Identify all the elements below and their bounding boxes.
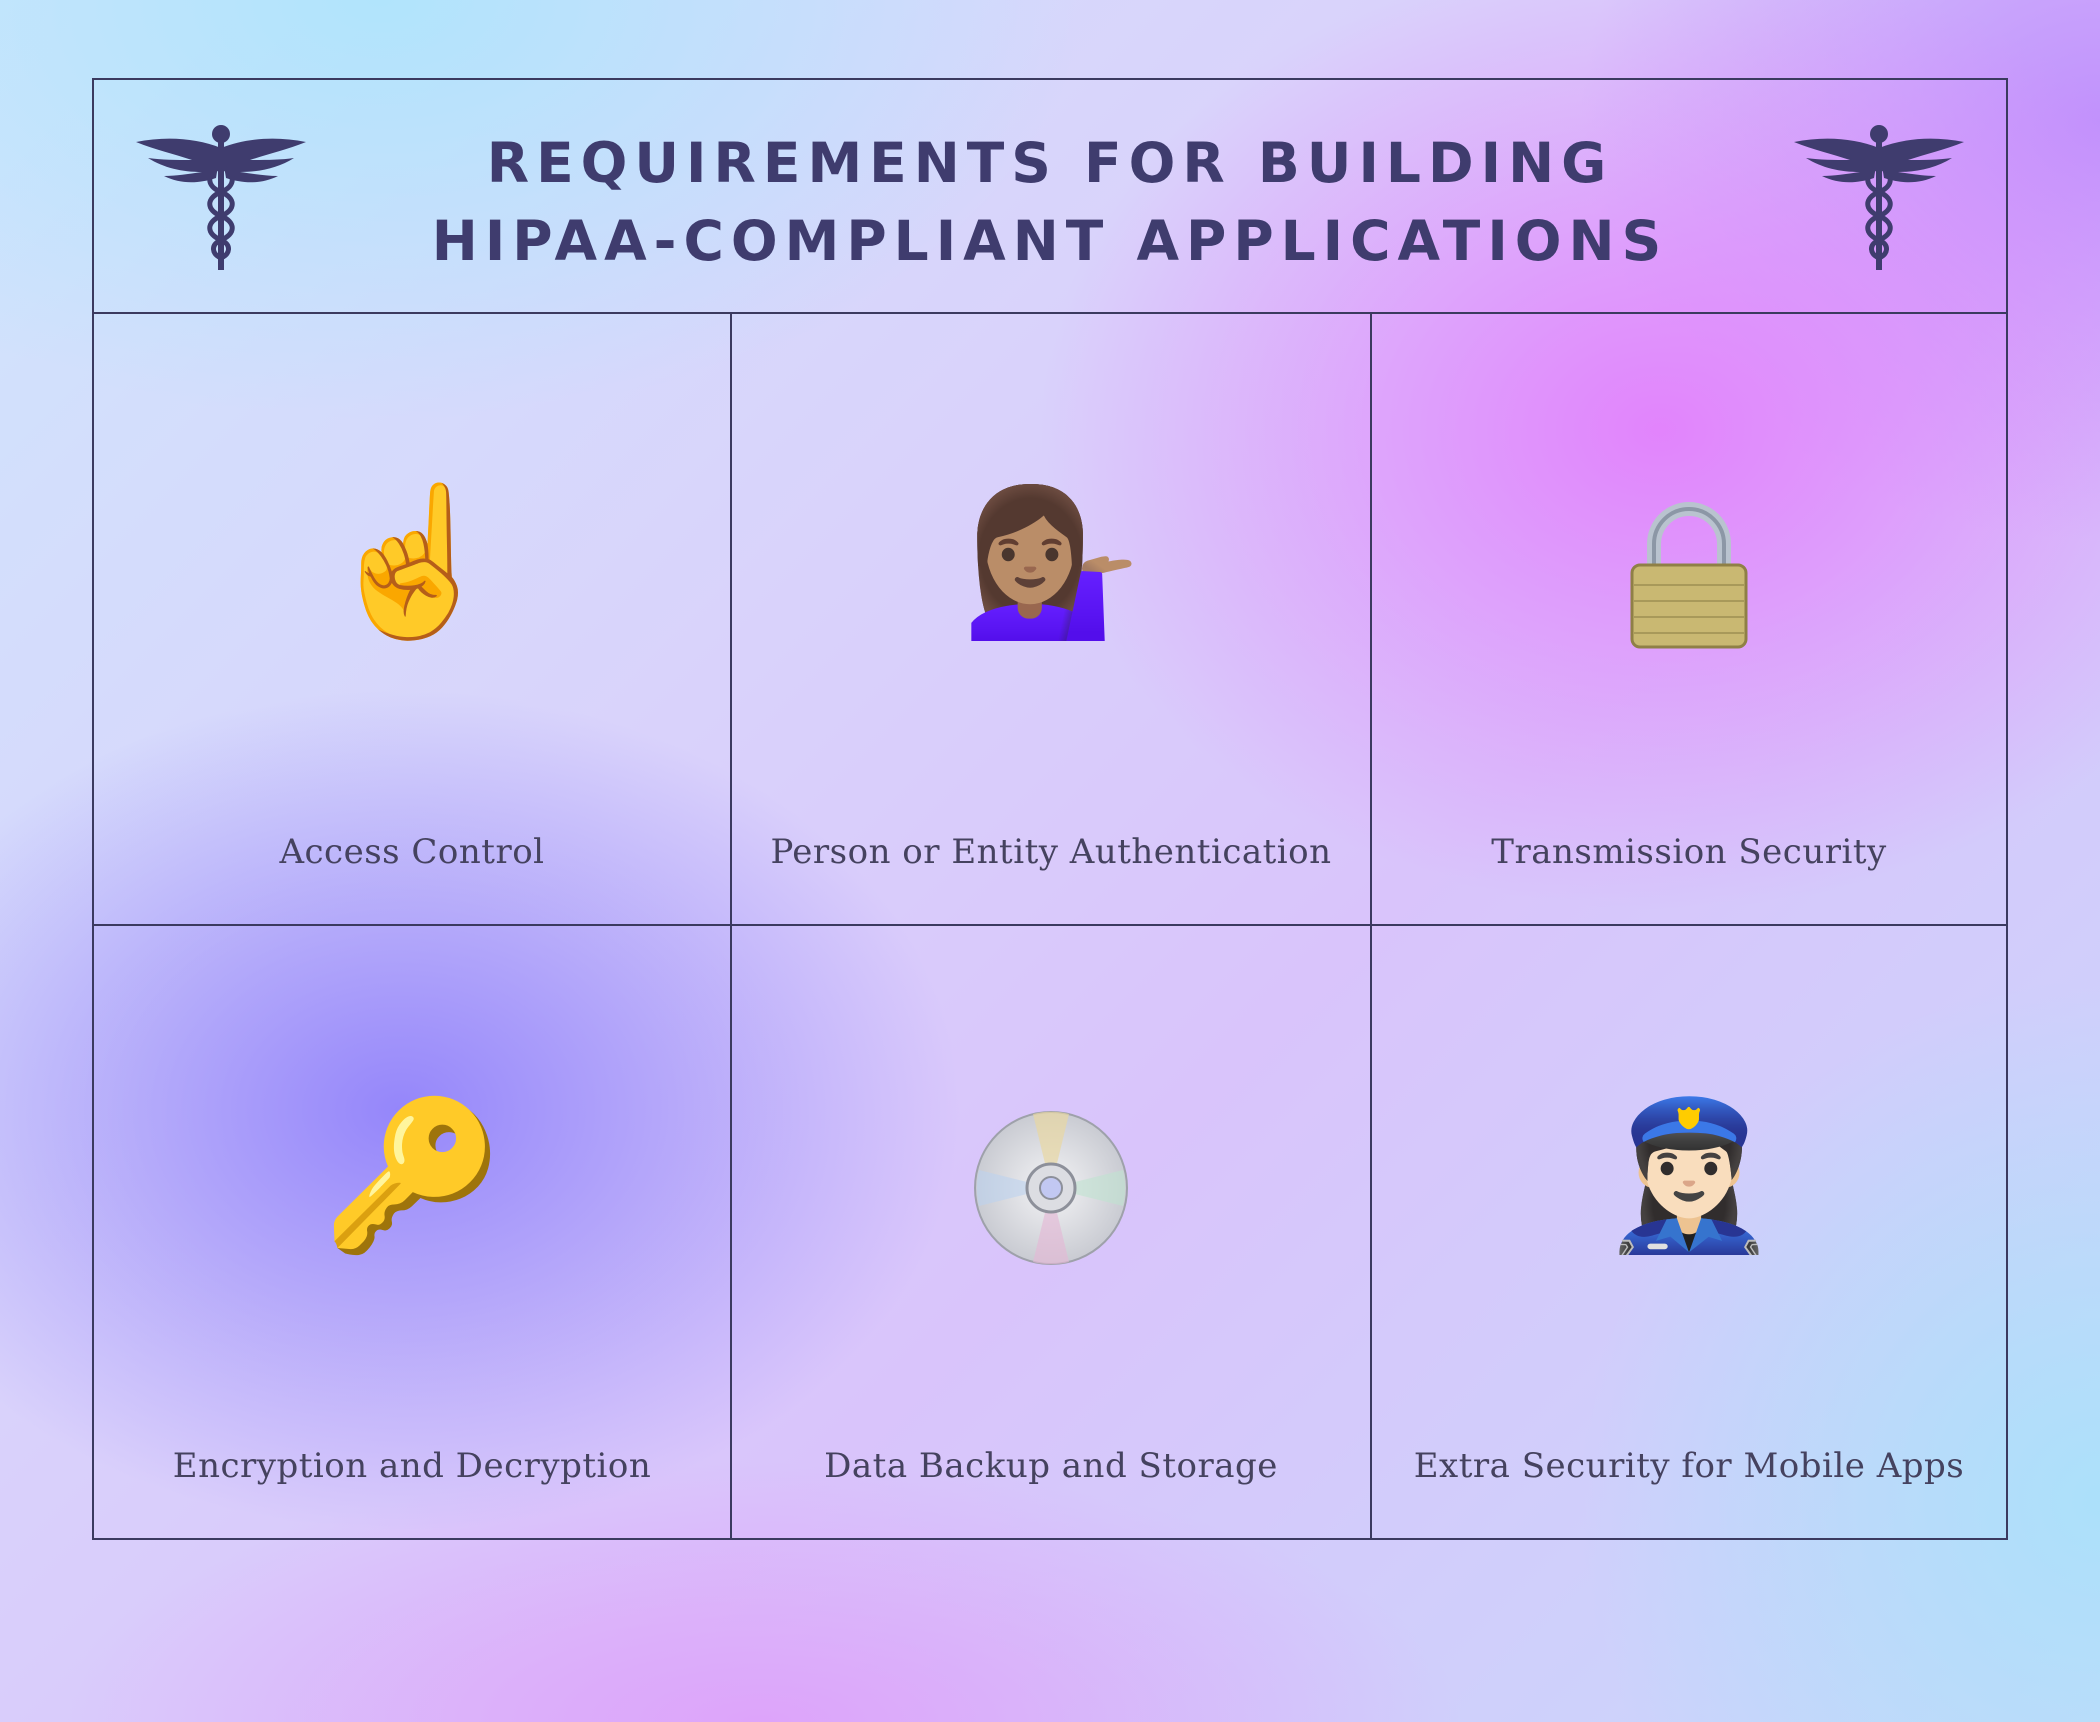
optical-disc-icon: [732, 1096, 1370, 1265]
requirement-label: Encryption and Decryption: [172, 1446, 652, 1486]
padlock-icon: [1372, 482, 2006, 648]
requirement-transmission-security: Transmission Security: [1372, 312, 2006, 924]
grid-divider: [1370, 312, 1372, 1540]
caduceus-icon: [1794, 125, 1964, 270]
grid-divider: [94, 924, 2006, 926]
requirement-label: Person or Entity Authentication: [770, 832, 1332, 872]
pointing-finger-icon: ☝️: [321, 477, 503, 646]
requirement-mobile-security: 👮🏻‍♀️ Extra Security for Mobile Apps: [1372, 926, 2006, 1540]
requirement-label: Transmission Security: [1491, 832, 1887, 872]
requirements-grid: ☝️ Access Control 💁🏽‍♀️ Person or Entity…: [94, 312, 2006, 1540]
requirement-access-control: ☝️ Access Control: [94, 312, 730, 924]
title-line-1: REQUIREMENTS FOR BUILDING: [486, 131, 1614, 195]
police-officer-icon: 👮🏻‍♀️: [1598, 1091, 1780, 1260]
infographic-frame: REQUIREMENTS FOR BUILDING HIPAA-COMPLIAN…: [92, 78, 2008, 1540]
header: REQUIREMENTS FOR BUILDING HIPAA-COMPLIAN…: [94, 80, 2006, 314]
grid-divider: [730, 312, 732, 1540]
page-title: REQUIREMENTS FOR BUILDING HIPAA-COMPLIAN…: [374, 124, 1726, 280]
requirement-label: Access Control: [279, 832, 545, 872]
caduceus-icon: [136, 125, 306, 270]
title-line-2: HIPAA-COMPLIANT APPLICATIONS: [431, 209, 1669, 273]
requirement-encryption: 🔑 Encryption and Decryption: [94, 926, 730, 1540]
requirement-label: Data Backup and Storage: [824, 1446, 1278, 1486]
requirement-data-backup: Data Backup and Storage: [732, 926, 1370, 1540]
requirement-authentication: 💁🏽‍♀️ Person or Entity Authentication: [732, 312, 1370, 924]
requirement-label: Extra Security for Mobile Apps: [1413, 1446, 1965, 1486]
person-tipping-hand-icon: 💁🏽‍♀️: [960, 477, 1142, 646]
key-icon: 🔑: [321, 1091, 503, 1260]
